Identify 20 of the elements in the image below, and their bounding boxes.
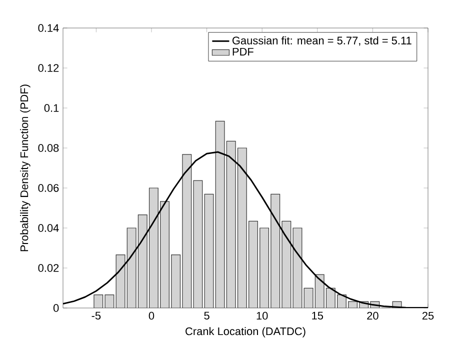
x-tick-label: 20	[367, 312, 378, 320]
x-tick-label: 10	[256, 312, 268, 320]
y-tick-label: 0	[53, 304, 59, 312]
x-tick-label: 5	[204, 312, 210, 320]
legend-label: PDF	[232, 48, 254, 56]
y-tick-label: 0.02	[38, 264, 59, 272]
y-tick-label: 0.12	[38, 64, 59, 72]
y-tick-label: 0.14	[38, 24, 59, 32]
y-axis-title: Probability Density Function (PDF)	[20, 84, 30, 252]
y-tick-label: 0.1	[44, 104, 59, 112]
x-tick-label: -5	[92, 312, 101, 320]
x-tick-label: 0	[148, 312, 154, 320]
x-axis-title: Crank Location (DATDC)	[186, 327, 306, 338]
y-tick-label: 0.06	[38, 184, 59, 192]
line-series	[63, 151, 428, 308]
x-tick-label: 15	[312, 312, 324, 320]
x-tick-label: 25	[422, 312, 434, 320]
y-tick-label: 0.04	[38, 224, 59, 232]
y-tick-label: 0.08	[38, 144, 59, 152]
legend-label: Gaussian fit: mean = 5.77, std = 5.11	[232, 36, 412, 46]
